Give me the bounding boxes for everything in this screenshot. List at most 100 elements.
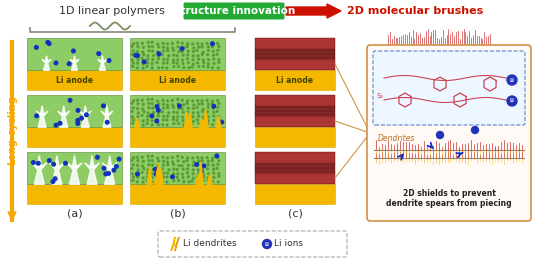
Circle shape <box>137 173 139 175</box>
Circle shape <box>147 62 149 64</box>
Circle shape <box>192 157 193 159</box>
Circle shape <box>507 96 517 106</box>
Circle shape <box>166 104 168 106</box>
Circle shape <box>192 108 195 109</box>
Polygon shape <box>67 163 82 184</box>
Polygon shape <box>36 111 48 127</box>
Circle shape <box>207 116 209 118</box>
Circle shape <box>142 63 144 65</box>
Circle shape <box>166 67 168 69</box>
Circle shape <box>197 112 199 114</box>
Circle shape <box>172 156 173 158</box>
Circle shape <box>207 46 209 48</box>
Circle shape <box>217 181 219 183</box>
Circle shape <box>177 65 180 68</box>
Bar <box>255 70 335 90</box>
Circle shape <box>167 100 168 102</box>
Polygon shape <box>187 113 192 127</box>
Circle shape <box>157 108 160 112</box>
Circle shape <box>152 55 155 56</box>
Circle shape <box>198 65 200 68</box>
Polygon shape <box>98 59 107 70</box>
Circle shape <box>142 165 143 167</box>
Circle shape <box>35 46 38 49</box>
Circle shape <box>212 50 214 52</box>
Circle shape <box>207 173 209 175</box>
Circle shape <box>137 112 139 114</box>
Circle shape <box>187 119 189 121</box>
Circle shape <box>141 42 143 44</box>
Circle shape <box>192 100 193 102</box>
Bar <box>130 152 225 184</box>
Circle shape <box>131 116 133 118</box>
Circle shape <box>167 172 168 174</box>
Circle shape <box>173 66 175 68</box>
Polygon shape <box>156 163 161 184</box>
Circle shape <box>193 47 195 49</box>
Circle shape <box>198 115 200 117</box>
Circle shape <box>97 52 101 55</box>
Circle shape <box>143 168 145 170</box>
Polygon shape <box>134 118 140 127</box>
Circle shape <box>182 59 183 61</box>
Circle shape <box>216 99 219 101</box>
Circle shape <box>437 131 443 139</box>
Circle shape <box>142 60 146 64</box>
Circle shape <box>158 103 160 105</box>
Circle shape <box>102 166 106 170</box>
Circle shape <box>142 103 144 105</box>
Circle shape <box>151 41 153 43</box>
Circle shape <box>172 42 173 44</box>
Circle shape <box>168 169 170 171</box>
Circle shape <box>53 177 57 180</box>
Circle shape <box>85 113 88 117</box>
Circle shape <box>161 54 163 56</box>
Circle shape <box>213 111 215 113</box>
Circle shape <box>193 161 195 163</box>
Bar <box>27 127 122 147</box>
Circle shape <box>141 156 143 158</box>
Circle shape <box>212 181 214 183</box>
Circle shape <box>201 100 203 102</box>
Circle shape <box>47 159 51 162</box>
Circle shape <box>176 62 178 64</box>
Circle shape <box>192 120 195 122</box>
Circle shape <box>115 165 118 168</box>
Circle shape <box>201 103 203 105</box>
Circle shape <box>134 54 138 57</box>
Circle shape <box>176 55 178 56</box>
Circle shape <box>218 173 220 174</box>
Circle shape <box>201 111 203 112</box>
Circle shape <box>218 103 220 104</box>
Circle shape <box>167 164 169 166</box>
Circle shape <box>213 172 215 174</box>
FancyBboxPatch shape <box>373 51 525 125</box>
Circle shape <box>167 58 168 60</box>
Circle shape <box>137 46 139 48</box>
Circle shape <box>181 51 183 53</box>
Circle shape <box>162 42 164 44</box>
Circle shape <box>148 160 150 161</box>
Circle shape <box>137 103 139 105</box>
Circle shape <box>157 172 159 174</box>
Bar <box>27 95 122 127</box>
Circle shape <box>148 103 150 104</box>
Circle shape <box>54 123 58 127</box>
Circle shape <box>198 58 200 60</box>
FancyArrow shape <box>8 42 16 220</box>
Circle shape <box>133 176 134 178</box>
Circle shape <box>192 173 194 175</box>
Circle shape <box>166 161 168 163</box>
Circle shape <box>151 67 153 69</box>
Circle shape <box>151 103 154 105</box>
Circle shape <box>152 112 155 113</box>
Circle shape <box>196 107 198 108</box>
Circle shape <box>197 176 198 178</box>
Circle shape <box>156 176 158 178</box>
Circle shape <box>218 116 220 117</box>
Circle shape <box>161 168 163 170</box>
Circle shape <box>147 58 149 60</box>
Polygon shape <box>70 59 79 70</box>
Circle shape <box>193 104 195 106</box>
Circle shape <box>141 114 143 116</box>
